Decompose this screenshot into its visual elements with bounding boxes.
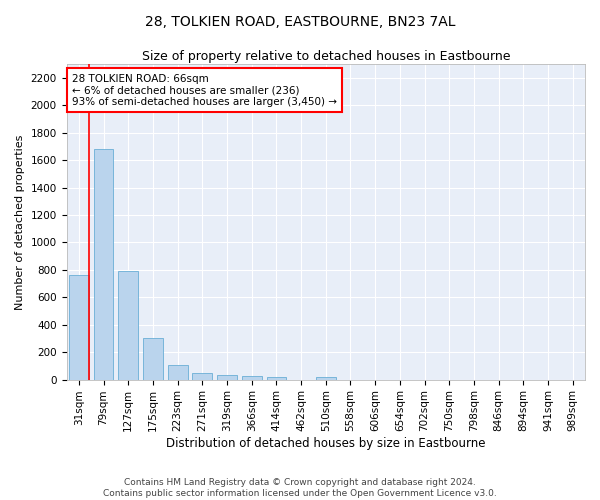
Bar [193,374,212,380]
Bar [266,376,286,380]
Bar [217,375,237,380]
Bar [118,270,138,380]
Bar [69,276,89,380]
Title: Size of property relative to detached houses in Eastbourne: Size of property relative to detached ho… [142,50,510,63]
Bar [242,376,262,380]
Bar [168,364,188,380]
Bar [316,376,335,380]
Y-axis label: Number of detached properties: Number of detached properties [15,134,25,310]
Text: 28, TOLKIEN ROAD, EASTBOURNE, BN23 7AL: 28, TOLKIEN ROAD, EASTBOURNE, BN23 7AL [145,15,455,29]
X-axis label: Distribution of detached houses by size in Eastbourne: Distribution of detached houses by size … [166,437,485,450]
Bar [94,149,113,380]
Text: Contains HM Land Registry data © Crown copyright and database right 2024.
Contai: Contains HM Land Registry data © Crown c… [103,478,497,498]
Bar [143,338,163,380]
Text: 28 TOLKIEN ROAD: 66sqm
← 6% of detached houses are smaller (236)
93% of semi-det: 28 TOLKIEN ROAD: 66sqm ← 6% of detached … [72,74,337,107]
